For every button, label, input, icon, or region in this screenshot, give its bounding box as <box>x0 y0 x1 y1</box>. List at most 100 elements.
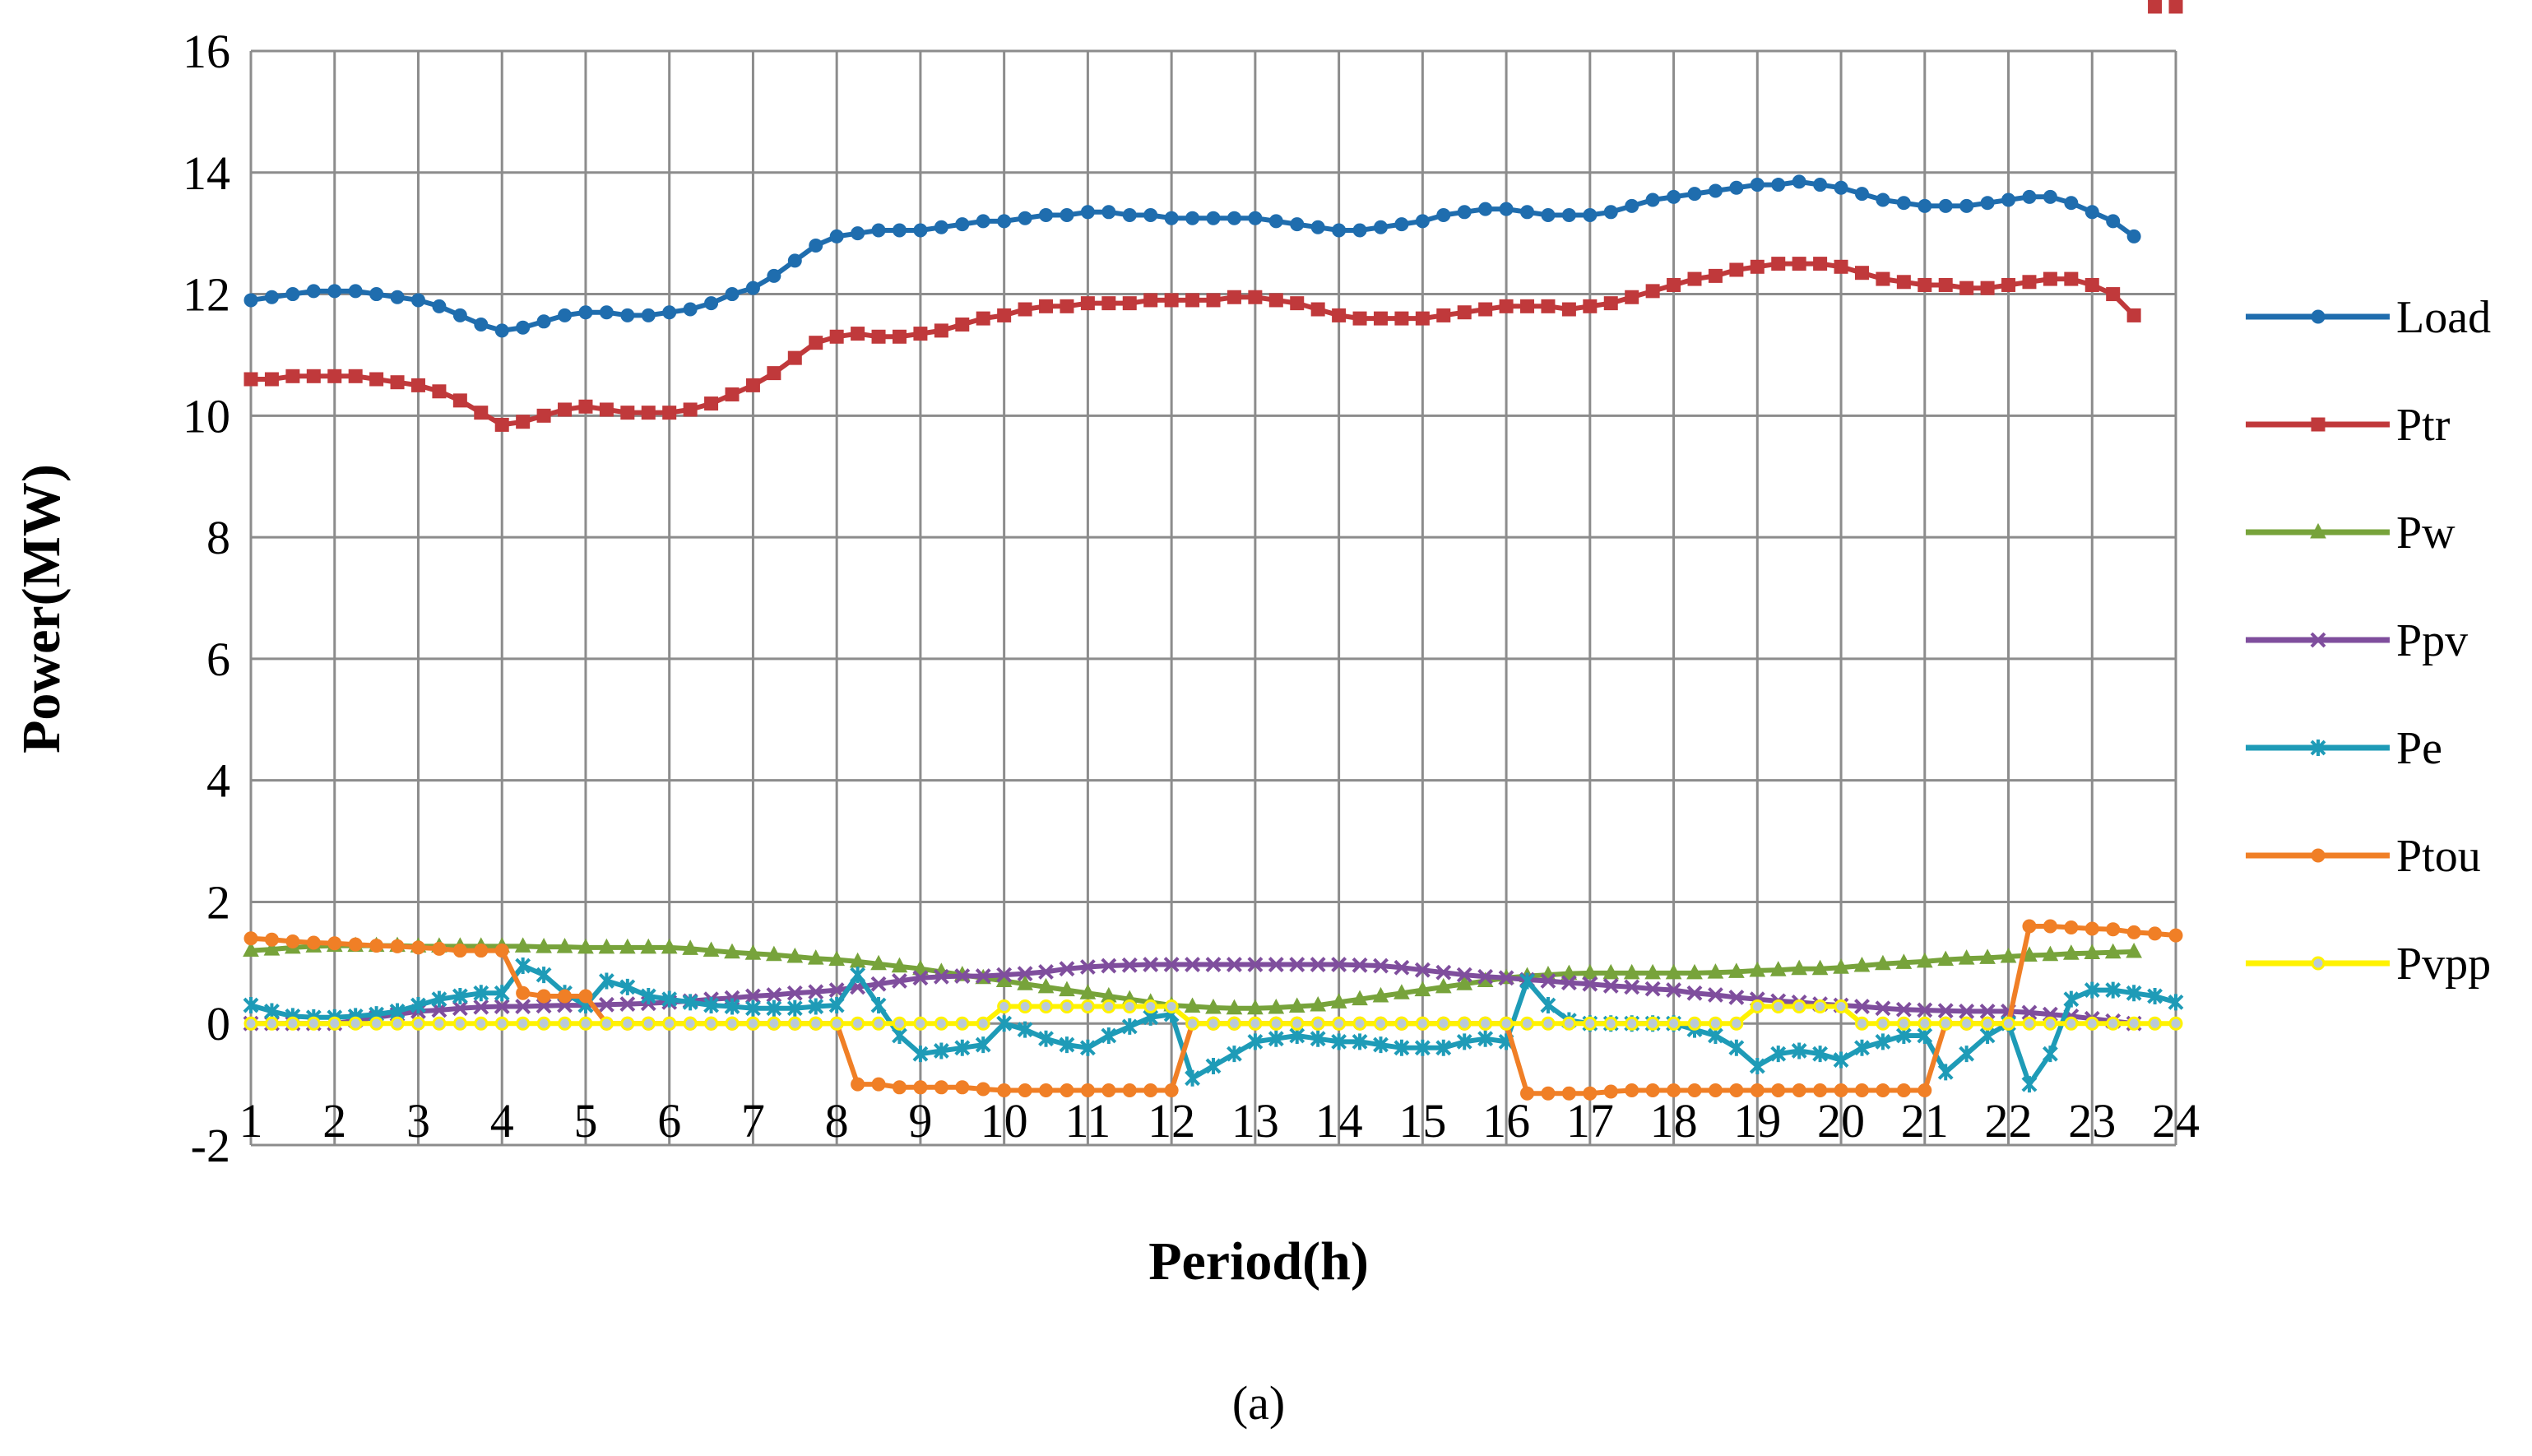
data-point <box>516 985 531 1000</box>
data-point <box>1980 1016 1995 1031</box>
data-point <box>1834 1083 1848 1097</box>
x-tick-label: 23 <box>2068 1094 2116 1148</box>
y-tick-label: 4 <box>206 754 230 808</box>
data-point <box>1247 957 1264 972</box>
data-point <box>1896 1016 1911 1031</box>
data-point <box>809 1016 823 1031</box>
data-point <box>851 327 865 341</box>
x-tick-label: 11 <box>1064 1094 1111 1148</box>
data-point <box>2148 926 2163 941</box>
data-point <box>558 989 573 1004</box>
data-point <box>2022 919 2037 934</box>
data-point <box>1854 1083 1869 1097</box>
data-point <box>1729 1083 1744 1097</box>
data-point <box>1520 299 1535 313</box>
data-point <box>1771 1083 1786 1097</box>
data-point <box>1079 1039 1096 1056</box>
data-point <box>1143 208 1158 222</box>
data-point <box>912 1046 929 1063</box>
data-point <box>682 939 698 955</box>
x-tick-label: 7 <box>741 1094 765 1148</box>
data-point <box>683 402 698 417</box>
data-point <box>1667 277 1681 292</box>
data-point <box>452 987 468 1004</box>
data-point <box>1979 1004 1996 1019</box>
data-point <box>2084 981 2100 999</box>
data-point <box>1185 293 1200 308</box>
data-point <box>1310 957 1326 972</box>
data-point <box>1854 187 1869 202</box>
data-point <box>1205 957 1222 972</box>
data-point <box>641 1016 656 1031</box>
data-point <box>745 281 760 295</box>
data-point <box>390 290 405 304</box>
data-point <box>1876 192 1890 207</box>
data-point <box>1268 1016 1283 1031</box>
data-point <box>2084 921 2099 936</box>
data-point <box>1582 976 1598 992</box>
data-point <box>1623 963 1640 980</box>
data-point <box>494 417 509 432</box>
data-point <box>829 229 844 243</box>
data-point <box>641 308 656 322</box>
data-point <box>515 958 531 975</box>
data-point <box>1248 290 1263 304</box>
data-point <box>264 372 279 387</box>
data-point <box>1811 959 1829 976</box>
data-point <box>1415 311 1430 326</box>
data-point <box>1164 1083 1179 1097</box>
data-point <box>662 1016 677 1031</box>
data-point <box>2126 985 2142 1002</box>
data-point <box>1205 998 1222 1014</box>
data-point <box>452 393 467 408</box>
data-point <box>851 226 865 241</box>
data-point <box>1415 1016 1430 1031</box>
data-point <box>703 941 720 958</box>
data-point <box>1876 1083 1890 1097</box>
data-point <box>243 997 259 1014</box>
data-point <box>578 305 593 320</box>
data-point <box>954 968 971 985</box>
data-point <box>1143 999 1158 1014</box>
data-point <box>1373 958 1389 974</box>
data-point <box>558 402 573 417</box>
legend-item-pe: Pe <box>2246 723 2442 774</box>
y-tick-label: 12 <box>183 268 230 322</box>
data-point <box>452 308 467 322</box>
legend-item-pvpp: Pvpp <box>2246 939 2491 990</box>
data-point <box>1625 1016 1639 1031</box>
data-point <box>2148 1016 2163 1031</box>
data-point <box>285 1016 300 1031</box>
data-point <box>1059 1036 1075 1054</box>
data-point <box>243 372 258 387</box>
data-point <box>1288 997 1305 1013</box>
legend-label: Load <box>2396 292 2491 343</box>
y-tick-label: 8 <box>206 511 230 564</box>
data-point <box>2105 981 2122 999</box>
y-tick-labels: -2 0 2 4 6 8 10 12 14 16 <box>183 25 230 1172</box>
data-point <box>558 308 573 322</box>
data-point <box>578 399 593 414</box>
data-point <box>1017 975 1033 990</box>
data-point <box>2021 1004 2038 1021</box>
data-point <box>1101 999 1116 1014</box>
data-point <box>1541 208 1556 222</box>
data-point <box>787 350 802 365</box>
y-tick-label: 16 <box>183 25 230 78</box>
data-point <box>1813 257 1828 271</box>
data-point <box>1749 1057 1765 1074</box>
data-point <box>1854 1016 1869 1031</box>
data-point <box>1937 1003 1954 1019</box>
data-point <box>955 1080 970 1095</box>
data-point <box>599 1016 614 1031</box>
figure-caption: (a) <box>1232 1376 1285 1430</box>
data-point <box>264 290 279 304</box>
data-point <box>1290 217 1305 232</box>
data-point <box>1708 268 1723 283</box>
data-point <box>1038 1030 1054 1047</box>
data-point <box>807 949 824 965</box>
data-point <box>1352 311 1367 326</box>
data-point <box>1876 271 1890 286</box>
data-point <box>2064 1016 2079 1031</box>
data-point <box>2000 947 2017 963</box>
